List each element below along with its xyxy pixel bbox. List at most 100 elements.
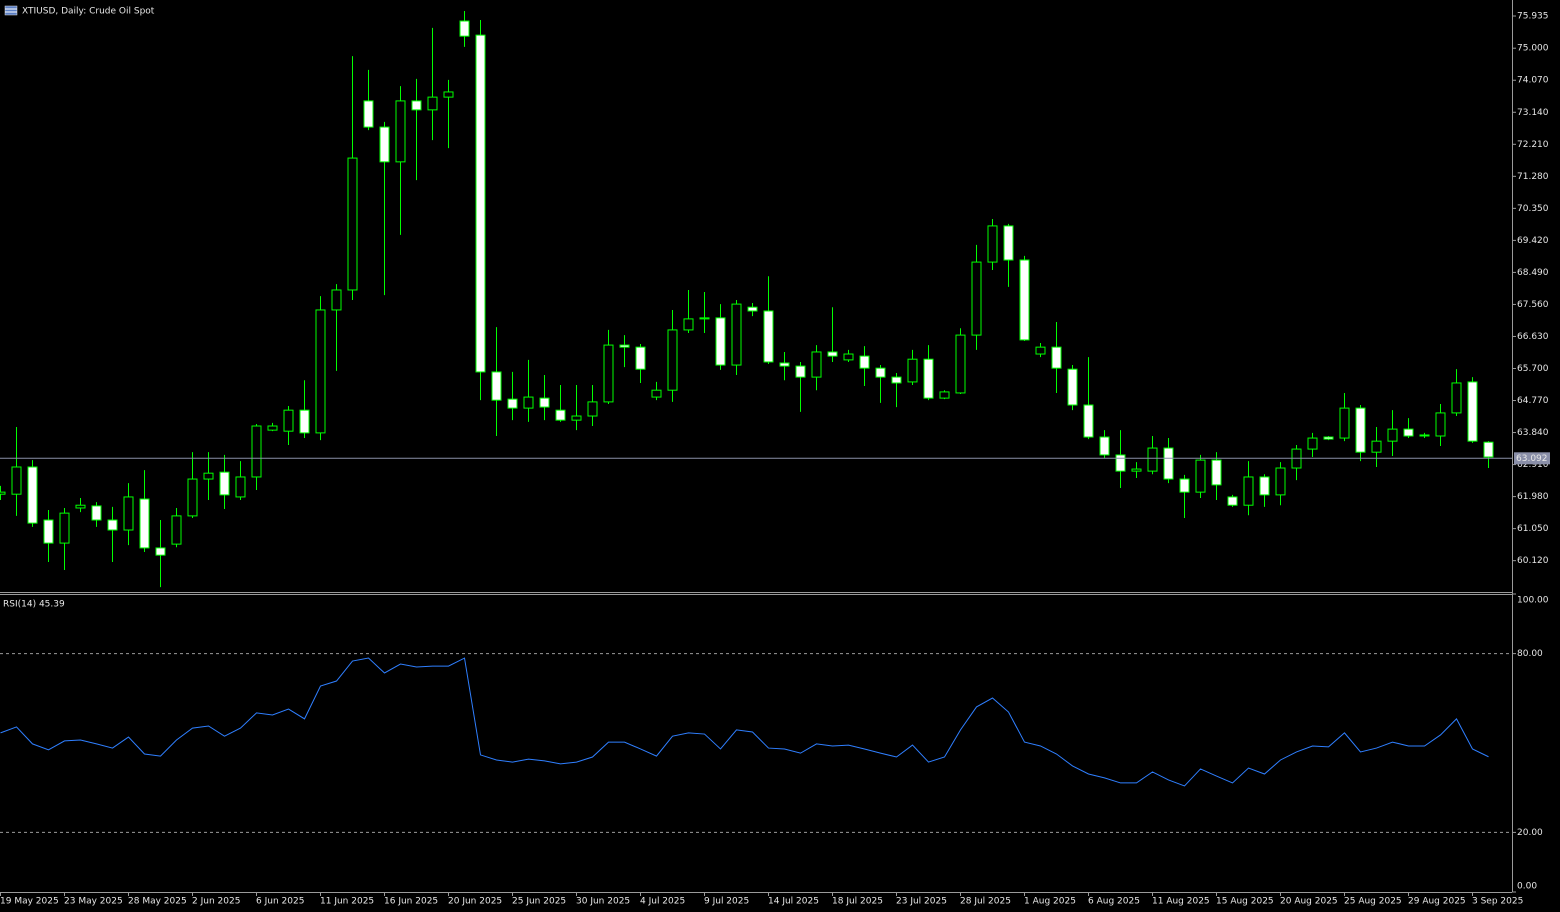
y-tick-label: 74.070 bbox=[1517, 76, 1549, 86]
y-tick-label: 67.560 bbox=[1517, 300, 1549, 310]
candle-body bbox=[1179, 478, 1190, 493]
indicator-title: RSI(14) 45.39 bbox=[3, 600, 65, 610]
candle-body bbox=[1115, 454, 1126, 472]
candle-body bbox=[811, 351, 822, 378]
y-tick-label: 61.050 bbox=[1517, 524, 1549, 534]
candle-body bbox=[875, 367, 886, 378]
candle-body bbox=[219, 471, 230, 496]
x-tick-label: 6 Jun 2025 bbox=[256, 897, 304, 907]
candle-body bbox=[1003, 225, 1014, 261]
candle-body bbox=[1211, 459, 1222, 486]
candle-body bbox=[907, 358, 918, 383]
candle-body bbox=[1147, 447, 1158, 472]
candle-body bbox=[555, 409, 566, 421]
candle-body bbox=[1403, 428, 1414, 437]
x-tick-label: 23 Jul 2025 bbox=[896, 897, 947, 907]
candle-body bbox=[235, 476, 246, 498]
y-tick-label: 73.140 bbox=[1517, 108, 1549, 118]
current-price-label: 63.092 bbox=[1516, 454, 1548, 464]
x-tick-label: 25 Jun 2025 bbox=[512, 897, 566, 907]
candle-body bbox=[603, 344, 614, 403]
y-tick-label: 75.935 bbox=[1517, 12, 1549, 22]
candle-body bbox=[1435, 412, 1446, 437]
candle-body bbox=[715, 317, 726, 366]
y-tick-label: 100.00 bbox=[1517, 596, 1549, 606]
x-tick-label: 29 Aug 2025 bbox=[1408, 897, 1466, 907]
candle-body bbox=[107, 519, 118, 531]
candle-body bbox=[1227, 496, 1238, 506]
candle-body bbox=[1259, 476, 1270, 496]
candle-body bbox=[891, 376, 902, 384]
candle-body bbox=[939, 391, 950, 399]
x-tick-label: 16 Jun 2025 bbox=[384, 897, 438, 907]
candle-body bbox=[459, 20, 470, 37]
candle-body bbox=[747, 306, 758, 312]
candle-body bbox=[491, 371, 502, 401]
x-tick-label: 4 Jul 2025 bbox=[640, 897, 685, 907]
candle-body bbox=[955, 334, 966, 394]
candle-body bbox=[411, 100, 422, 111]
x-tick-label: 28 May 2025 bbox=[128, 897, 187, 907]
candle-body bbox=[443, 91, 454, 98]
candle-body bbox=[619, 344, 630, 348]
candle-body bbox=[795, 365, 806, 378]
x-tick-label: 20 Jun 2025 bbox=[448, 897, 502, 907]
current-price-box bbox=[1514, 452, 1550, 465]
candle-body bbox=[0, 491, 6, 495]
candle-body bbox=[587, 401, 598, 417]
candle-body bbox=[139, 498, 150, 549]
x-tick-label: 14 Jul 2025 bbox=[768, 897, 819, 907]
candle-body bbox=[731, 303, 742, 366]
candle-body bbox=[507, 398, 518, 409]
candle-body bbox=[1163, 447, 1174, 480]
candle-body bbox=[987, 225, 998, 263]
candle-body bbox=[1035, 346, 1046, 355]
x-tick-label: 11 Jun 2025 bbox=[320, 897, 374, 907]
candle-body bbox=[1067, 368, 1078, 406]
x-tick-label: 11 Aug 2025 bbox=[1152, 897, 1210, 907]
y-tick-label: 69.420 bbox=[1517, 236, 1549, 246]
x-tick-label: 23 May 2025 bbox=[64, 897, 123, 907]
candle-body bbox=[1483, 441, 1494, 458]
y-tick-label: 20.00 bbox=[1517, 828, 1543, 838]
candle-body bbox=[843, 353, 854, 361]
candle-body bbox=[1355, 407, 1366, 453]
candle-body bbox=[1387, 428, 1398, 442]
candle-body bbox=[475, 34, 486, 373]
x-tick-label: 20 Aug 2025 bbox=[1280, 897, 1338, 907]
candle-body bbox=[1051, 346, 1062, 369]
candle-body bbox=[523, 396, 534, 409]
y-tick-label: 60.120 bbox=[1517, 556, 1549, 566]
candle-body bbox=[395, 100, 406, 163]
candle-body bbox=[1099, 436, 1110, 456]
candle-body bbox=[683, 318, 694, 331]
candle-body bbox=[123, 496, 134, 531]
y-tick-label: 72.210 bbox=[1517, 140, 1549, 150]
candle-body bbox=[43, 519, 54, 544]
candle-body bbox=[1339, 407, 1350, 439]
candle-body bbox=[699, 317, 710, 320]
candle-body bbox=[1019, 259, 1030, 341]
y-tick-label: 65.700 bbox=[1517, 364, 1549, 374]
candle-body bbox=[923, 358, 934, 399]
y-tick-label: 62.910 bbox=[1517, 460, 1549, 470]
candle-body bbox=[667, 329, 678, 391]
candle-body bbox=[267, 425, 278, 431]
candle-body bbox=[363, 100, 374, 128]
y-tick-label: 66.630 bbox=[1517, 332, 1549, 342]
chart-title: XTIUSD, Daily: Crude Oil Spot bbox=[22, 7, 155, 17]
candle-body bbox=[539, 397, 550, 408]
y-tick-label: 71.280 bbox=[1517, 172, 1549, 182]
candle-body bbox=[1275, 467, 1286, 496]
x-tick-label: 3 Sep 2025 bbox=[1472, 897, 1523, 907]
x-tick-label: 25 Aug 2025 bbox=[1344, 897, 1402, 907]
candle-body bbox=[331, 289, 342, 311]
candle-body bbox=[379, 126, 390, 163]
candle-body bbox=[1451, 382, 1462, 414]
x-tick-label: 15 Aug 2025 bbox=[1216, 897, 1274, 907]
candle-body bbox=[571, 415, 582, 421]
candle-body bbox=[635, 346, 646, 370]
candle-body bbox=[187, 478, 198, 517]
